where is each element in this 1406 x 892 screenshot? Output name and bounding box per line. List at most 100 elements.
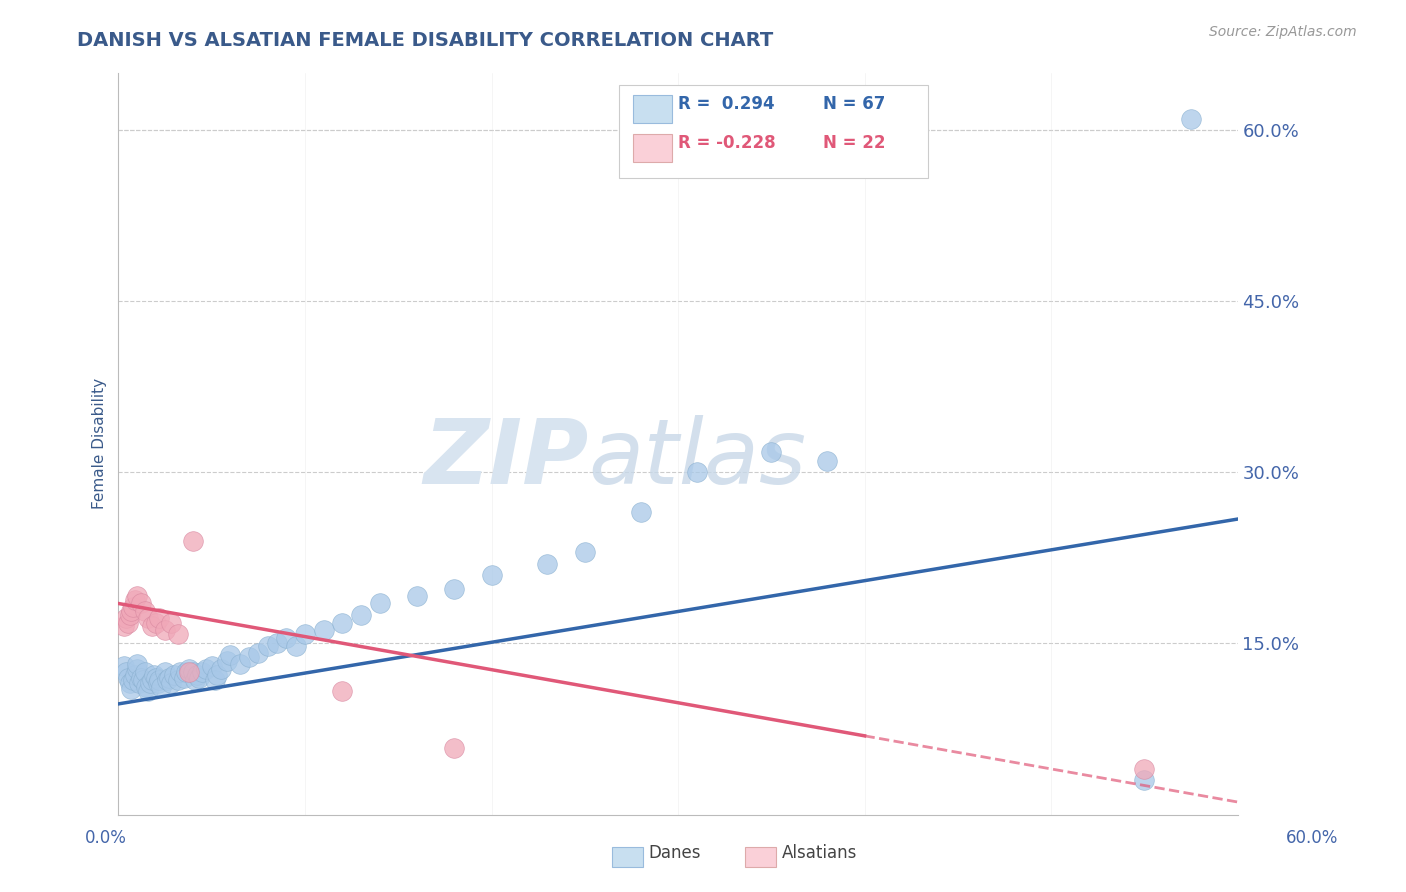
Point	[112, 619, 135, 633]
Point	[136, 684, 159, 698]
Point	[179, 665, 201, 679]
Point	[330, 615, 353, 630]
Point	[179, 661, 201, 675]
Point	[122, 673, 145, 687]
Point	[153, 623, 176, 637]
Text: R = -0.228: R = -0.228	[678, 134, 775, 152]
Point	[815, 454, 838, 468]
Point	[159, 615, 181, 630]
Point	[209, 661, 232, 675]
Point	[201, 659, 224, 673]
Point	[129, 671, 152, 685]
Point	[247, 646, 270, 660]
Point	[124, 593, 146, 607]
Point	[156, 673, 179, 687]
Text: ZIP: ZIP	[423, 415, 589, 502]
Point	[1133, 762, 1156, 776]
Point	[443, 582, 465, 596]
Point	[443, 741, 465, 756]
Point	[191, 665, 214, 679]
Point	[276, 631, 298, 645]
Point	[330, 684, 353, 698]
Point	[184, 673, 207, 687]
Point	[181, 533, 204, 548]
Y-axis label: Female Disability: Female Disability	[93, 378, 107, 509]
Point	[686, 465, 709, 479]
Point	[150, 680, 173, 694]
Point	[146, 676, 169, 690]
Point	[134, 605, 156, 619]
Point	[136, 611, 159, 625]
Point	[117, 671, 139, 685]
Point	[187, 671, 209, 685]
Text: N = 67: N = 67	[823, 95, 884, 112]
Point	[169, 665, 191, 679]
Point	[312, 623, 335, 637]
Point	[238, 650, 260, 665]
Text: Alsatians: Alsatians	[782, 844, 858, 862]
Point	[536, 557, 558, 571]
Point	[368, 597, 391, 611]
Point	[266, 636, 288, 650]
Point	[294, 627, 316, 641]
Point	[141, 619, 163, 633]
Point	[134, 665, 156, 679]
Point	[121, 605, 143, 619]
Text: Source: ZipAtlas.com: Source: ZipAtlas.com	[1209, 25, 1357, 39]
Point	[141, 673, 163, 687]
Point	[219, 648, 242, 662]
Point	[139, 676, 162, 690]
Point	[124, 668, 146, 682]
Point	[181, 665, 204, 679]
Point	[167, 627, 190, 641]
Point	[173, 671, 195, 685]
Point	[115, 665, 138, 679]
Point	[574, 545, 596, 559]
Point	[115, 611, 138, 625]
Point	[153, 665, 176, 679]
Point	[145, 615, 167, 630]
Point	[207, 668, 229, 682]
Point	[117, 615, 139, 630]
Point	[204, 673, 226, 687]
Text: Danes: Danes	[648, 844, 700, 862]
Point	[174, 665, 197, 679]
Text: 0.0%: 0.0%	[84, 829, 127, 847]
Point	[256, 639, 278, 653]
Text: N = 22: N = 22	[823, 134, 884, 152]
Point	[145, 671, 167, 685]
Point	[630, 505, 652, 519]
Point	[131, 673, 153, 687]
Point	[121, 681, 143, 696]
Point	[481, 568, 503, 582]
Point	[127, 589, 149, 603]
Point	[148, 673, 170, 687]
Point	[148, 611, 170, 625]
Point	[127, 657, 149, 671]
Text: atlas: atlas	[589, 415, 807, 502]
Point	[228, 657, 250, 671]
Point	[135, 680, 157, 694]
Point	[122, 599, 145, 614]
Text: DANISH VS ALSATIAN FEMALE DISABILITY CORRELATION CHART: DANISH VS ALSATIAN FEMALE DISABILITY COR…	[77, 31, 773, 50]
Point	[195, 661, 218, 675]
Point	[157, 671, 180, 685]
Point	[1133, 773, 1156, 788]
Point	[163, 668, 186, 682]
Point	[167, 673, 190, 687]
Point	[350, 607, 373, 622]
Point	[215, 654, 238, 668]
Point	[186, 668, 208, 682]
Point	[1180, 112, 1202, 126]
Text: 60.0%: 60.0%	[1285, 829, 1339, 847]
Point	[761, 444, 783, 458]
Point	[128, 676, 150, 690]
Text: R =  0.294: R = 0.294	[678, 95, 775, 112]
Point	[142, 668, 165, 682]
Point	[406, 589, 429, 603]
Point	[118, 676, 141, 690]
Point	[159, 676, 181, 690]
Point	[118, 607, 141, 622]
Point	[284, 639, 307, 653]
Point	[127, 661, 149, 675]
